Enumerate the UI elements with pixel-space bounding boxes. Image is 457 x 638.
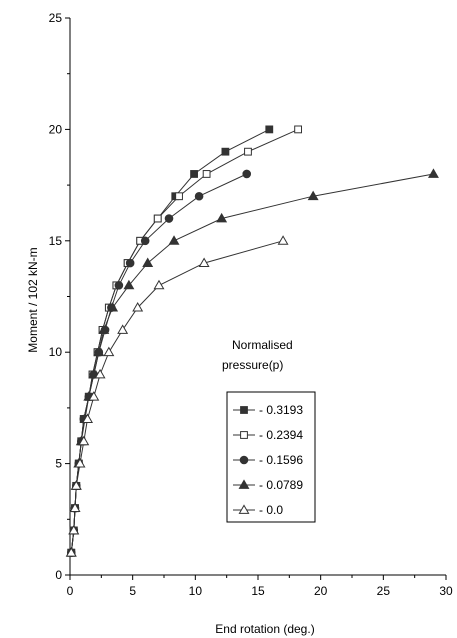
data-point bbox=[194, 191, 204, 201]
legend-item: - 0.0 bbox=[233, 503, 283, 517]
legend-item: - 0.0789 bbox=[233, 478, 303, 492]
legend-marker bbox=[238, 479, 250, 489]
legend-marker bbox=[239, 455, 249, 465]
axes: 0 5 10 15 20 25 30 0 5 10 15 20 25 bbox=[49, 11, 453, 598]
data-point bbox=[70, 480, 82, 490]
x-tick-label: 20 bbox=[314, 584, 328, 598]
legend-title-line1: Normalised bbox=[232, 338, 293, 352]
data-point bbox=[69, 502, 81, 513]
data-point bbox=[168, 235, 180, 245]
legend-item: - 0.1596 bbox=[233, 453, 303, 467]
data-point bbox=[153, 214, 162, 223]
x-tick-label: 15 bbox=[251, 584, 265, 598]
data-point bbox=[242, 169, 252, 179]
x-tick-label: 30 bbox=[439, 584, 453, 598]
data-point bbox=[103, 346, 115, 357]
data-point bbox=[244, 147, 252, 156]
x-tick-label: 25 bbox=[377, 584, 391, 598]
data-point bbox=[94, 368, 106, 379]
legend-marker bbox=[240, 431, 248, 439]
legend-label: - 0.0 bbox=[259, 503, 283, 517]
data-point bbox=[98, 324, 110, 334]
data-point bbox=[175, 192, 183, 201]
legend-label: - 0.3193 bbox=[259, 403, 303, 417]
legend-marker bbox=[240, 406, 248, 414]
data-point bbox=[93, 346, 105, 357]
data-point bbox=[190, 170, 198, 178]
y-tick-label: 25 bbox=[49, 11, 63, 25]
data-point bbox=[277, 235, 289, 245]
x-tick-label: 5 bbox=[129, 584, 136, 598]
data-point bbox=[68, 524, 80, 535]
y-tick-label: 5 bbox=[55, 457, 62, 471]
legend-item: - 0.2394 bbox=[233, 428, 303, 442]
y-axis-label: Moment / 102 kN-m bbox=[26, 247, 40, 352]
data-point bbox=[123, 279, 135, 290]
data-point bbox=[216, 212, 228, 223]
data-point bbox=[117, 324, 129, 334]
data-point bbox=[221, 147, 230, 156]
x-axis-label: End rotation (deg.) bbox=[215, 622, 314, 636]
data-point bbox=[164, 214, 174, 223]
y-tick-label: 10 bbox=[49, 345, 63, 359]
data-point bbox=[265, 125, 274, 134]
legend-label: - 0.0789 bbox=[259, 478, 303, 492]
data-point bbox=[307, 190, 319, 201]
data-point bbox=[202, 170, 211, 178]
data-point bbox=[114, 281, 124, 290]
x-tick-label: 0 bbox=[67, 584, 74, 598]
series-4 bbox=[65, 235, 289, 557]
x-tick-label: 10 bbox=[189, 584, 203, 598]
series-layer bbox=[65, 125, 439, 558]
data-point bbox=[153, 279, 165, 290]
legend-label: - 0.1596 bbox=[259, 453, 303, 467]
data-point bbox=[198, 257, 210, 267]
data-point bbox=[78, 435, 90, 446]
legend-marker bbox=[238, 504, 250, 514]
data-point bbox=[294, 125, 303, 134]
data-point bbox=[142, 257, 154, 267]
data-point bbox=[125, 258, 135, 268]
data-point bbox=[132, 302, 144, 312]
data-point bbox=[88, 391, 100, 401]
data-point bbox=[107, 302, 119, 312]
data-point bbox=[82, 413, 94, 423]
y-tick-label: 20 bbox=[49, 122, 63, 136]
data-point bbox=[65, 547, 77, 557]
series-line bbox=[70, 173, 247, 553]
data-point bbox=[74, 457, 86, 468]
data-point bbox=[428, 168, 439, 178]
legend-box bbox=[226, 391, 316, 523]
legend-label: - 0.2394 bbox=[259, 428, 303, 442]
data-point bbox=[140, 236, 150, 246]
legend-items: - 0.3193 - 0.2394 - 0.1596 - 0.0789 - 0.0 bbox=[233, 403, 303, 517]
legend-title-line2: pressure(p) bbox=[222, 358, 283, 372]
y-tick-label: 15 bbox=[49, 234, 63, 248]
series-line bbox=[70, 240, 284, 553]
legend-item: - 0.3193 bbox=[233, 403, 303, 417]
y-tick-label: 0 bbox=[55, 568, 62, 582]
